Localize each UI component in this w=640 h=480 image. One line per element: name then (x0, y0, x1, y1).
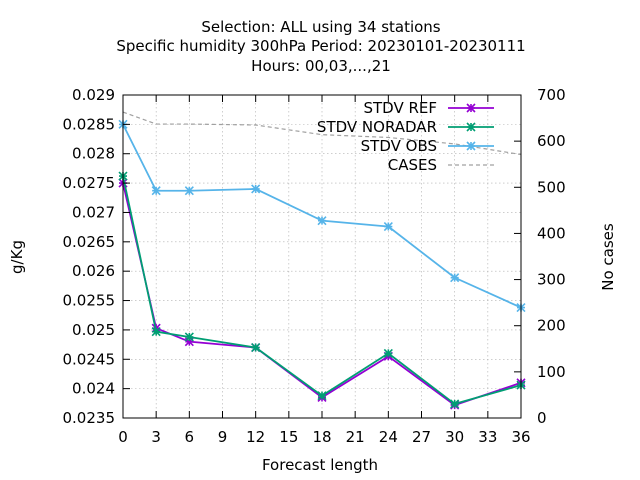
x-tick-label: 3 (151, 428, 161, 446)
point-stdv-obs-1 (151, 186, 161, 196)
y-tick-label: 0.024 (72, 380, 115, 398)
y2-tick-label: 0 (537, 409, 547, 427)
legend-label: STDV OBS (361, 137, 437, 155)
point-stdv-noradar-1 (151, 327, 161, 337)
point-stdv-noradar-2 (184, 332, 194, 342)
x-tick-label: 6 (185, 428, 195, 446)
y-axis-label: g/Kg (8, 240, 26, 274)
x-tick-label: 24 (379, 428, 398, 446)
y2-tick-label: 400 (537, 224, 566, 242)
point-stdv-obs-2 (184, 186, 194, 196)
tick-marks (122, 94, 522, 419)
x-tick-label: 0 (118, 428, 128, 446)
y-tick-label: 0.0265 (63, 233, 116, 251)
point-stdv-noradar-3 (251, 342, 261, 353)
line-cases (122, 111, 522, 156)
y-tick-label: 0.029 (72, 86, 115, 104)
x-tick-label: 12 (246, 428, 265, 446)
y-tick-label: 0.0245 (63, 350, 116, 368)
legend-marker (466, 103, 476, 113)
y2-axis-label: No cases (599, 223, 617, 291)
legend-marker (466, 122, 476, 132)
x-axis-label: Forecast length (262, 456, 378, 474)
y-tick-label: 0.026 (72, 262, 115, 280)
y2-tick-label: 500 (537, 178, 566, 196)
x-tick-label: 9 (218, 428, 228, 446)
series-stdv-ref (118, 178, 526, 410)
point-stdv-obs-6 (450, 273, 460, 283)
chart-title-line-3: Hours: 00,03,...,21 (251, 57, 391, 75)
x-tick-label: 30 (445, 428, 464, 446)
y2-tick-label: 200 (537, 317, 566, 335)
legend-label: CASES (388, 156, 437, 174)
x-tick-label: 21 (346, 428, 365, 446)
y-tick-label: 0.0255 (63, 292, 116, 310)
y2-tick-label: 300 (537, 271, 566, 289)
line-stdv-obs (122, 123, 522, 309)
chart-title-line-1: Selection: ALL using 34 stations (201, 18, 440, 36)
y2-tick-label: 600 (537, 132, 566, 150)
series-cases (122, 111, 522, 156)
y-tick-label: 0.0275 (63, 174, 116, 192)
line-stdv-noradar (122, 175, 522, 405)
legend-marker (466, 141, 476, 151)
legend-label: STDV REF (363, 99, 437, 117)
y2-tick-label: 100 (537, 363, 566, 381)
point-stdv-noradar-6 (450, 399, 460, 409)
point-stdv-noradar-5 (383, 348, 393, 358)
grid (122, 94, 522, 419)
x-tick-label: 33 (478, 428, 497, 446)
legend-label: STDV NORADAR (317, 118, 437, 136)
point-stdv-ref-2 (184, 337, 194, 347)
series-layer (118, 111, 526, 410)
x-tick-label: 36 (511, 428, 530, 446)
y-tick-label: 0.0285 (63, 115, 116, 133)
point-stdv-obs-4 (317, 216, 327, 226)
x-tick-label: 18 (312, 428, 331, 446)
tick-labels: 0.0235 0.024 0.0245 0.025 0.0255 0.026 0.0265 0… (63, 86, 566, 446)
x-tick-label: 27 (412, 428, 431, 446)
chart-title-line-2: Specific humidity 300hPa Period: 2023010… (116, 37, 525, 55)
x-tick-label: 15 (279, 428, 298, 446)
point-stdv-noradar-4 (317, 391, 327, 401)
point-stdv-obs-5 (383, 221, 393, 232)
y2-tick-label: 700 (537, 86, 566, 104)
point-stdv-obs-3 (251, 184, 261, 194)
y-tick-label: 0.028 (72, 145, 115, 163)
y-tick-label: 0.025 (72, 321, 115, 339)
y-tick-label: 0.0235 (63, 409, 116, 427)
y-tick-label: 0.027 (72, 203, 115, 221)
series-stdv-obs (118, 119, 526, 313)
